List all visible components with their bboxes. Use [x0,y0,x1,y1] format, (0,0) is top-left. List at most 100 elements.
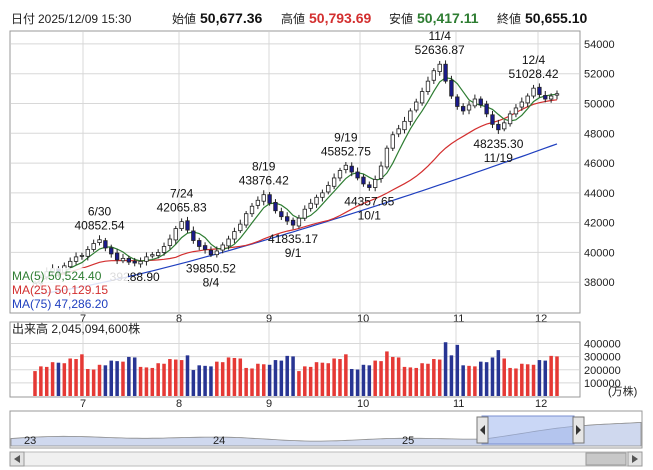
annotation-date: 12/4 [522,53,546,67]
candle-up [384,147,390,168]
legend-ma75: MA(75) 47,286.20 [12,297,108,311]
volume-bar [467,365,471,396]
volume-bar [320,362,325,396]
annotation-value: 45852.75 [321,144,371,158]
y-tick-label: 44000 [584,188,615,200]
candle-down [478,98,483,106]
range-navigator[interactable]: 23 24 25 [9,410,643,449]
navigator-range[interactable] [481,415,575,445]
volume-bars [33,342,559,396]
volume-bar [449,355,454,396]
annotation-value: 42065.83 [157,201,207,215]
volume-bar [244,367,248,396]
candle-up [68,260,73,268]
volume-bar [537,360,542,396]
candle-up [513,107,519,115]
candle-up [220,244,225,251]
volume-bar [437,359,442,396]
close-value: 50,655.10 [525,10,587,26]
navigator-left-handle[interactable] [476,416,489,444]
candle-up [243,213,249,226]
high-label: 高値 [281,11,305,26]
candle-up [79,255,85,257]
volume-bar [44,366,49,396]
volume-bar [508,367,512,396]
candle-down [449,79,454,97]
volume-bar [344,354,348,396]
chevron-left-icon [480,425,485,435]
volume-bar [402,366,407,396]
volume-bar [502,358,506,396]
candle-up [502,122,507,130]
candle-down [126,257,132,263]
candle-up [419,91,425,104]
candle-up [173,228,178,241]
volume-bar [308,366,313,396]
month-label: 12 [535,398,547,410]
volume-bar [197,365,201,396]
candle-up [97,239,102,243]
volume-bar [156,363,160,396]
volume-bar [220,362,225,396]
annotation-value: 44357.65 [344,195,394,209]
candle-up [232,231,237,240]
y-tick-label: 48000 [584,128,615,140]
candle-down [109,247,114,255]
month-label: 11 [453,398,464,410]
candle-up [238,223,243,232]
navigator-right-handle[interactable] [572,416,585,444]
volume-bar [514,368,518,396]
volume-bar [525,364,530,396]
volume-bar [273,360,278,396]
candle-up [531,87,536,97]
volume-bar [103,365,108,396]
annotation-date: 11/4 [428,29,451,43]
volume-bar [303,366,307,396]
volume-bar [138,366,143,396]
volume-bar [432,359,436,396]
annotation-date: 8/19 [252,160,276,174]
volume-bar [185,355,190,396]
scrollbar-track[interactable] [9,451,643,467]
candle-down [132,260,137,264]
candle-up [337,170,343,179]
candle-up [320,192,325,198]
ohlc-header: 日付 2025/12/09 15:30 始値 50,677.36 高値 50,7… [11,10,587,26]
volume-bar [543,360,548,396]
volume-bar [97,364,102,396]
candle-down [537,86,542,95]
volume-bar [426,363,430,396]
candle-up [326,185,331,193]
navigator-label-25: 25 [402,435,414,447]
y-tick-label: 38000 [584,277,615,289]
date-label: 日付 [11,12,35,26]
annotation-value: 39850.52 [186,262,236,276]
annotation-value: 51028.42 [509,67,559,81]
volume-bar [484,362,489,396]
candle-up [144,256,149,262]
annotation-date: 11/19 [484,151,513,165]
month-label: 9 [266,398,272,410]
candle-up [179,221,184,229]
scrollbar[interactable] [9,451,643,467]
month-label: 11 [453,313,464,325]
candle-down [290,219,296,226]
volume-bar [115,361,119,396]
volume-bar [127,356,131,396]
volume-tick-label: 400000 [584,339,621,351]
candle-up [554,93,560,96]
candle-up [378,165,384,179]
candle-up [156,252,161,256]
low-value: 50,417.11 [417,10,479,26]
scrollbar-thumb[interactable] [585,452,627,466]
annotation-value: 52636.87 [415,43,465,57]
volume-bar [291,356,295,396]
volume-bar [279,360,284,396]
close-label: 終値 [497,11,521,26]
annotation-date: 9/19 [334,130,358,144]
volume-bar [132,357,137,396]
candle-down [490,114,495,125]
volume-bar [326,363,331,396]
annotation-value: 40852.54 [74,219,124,233]
